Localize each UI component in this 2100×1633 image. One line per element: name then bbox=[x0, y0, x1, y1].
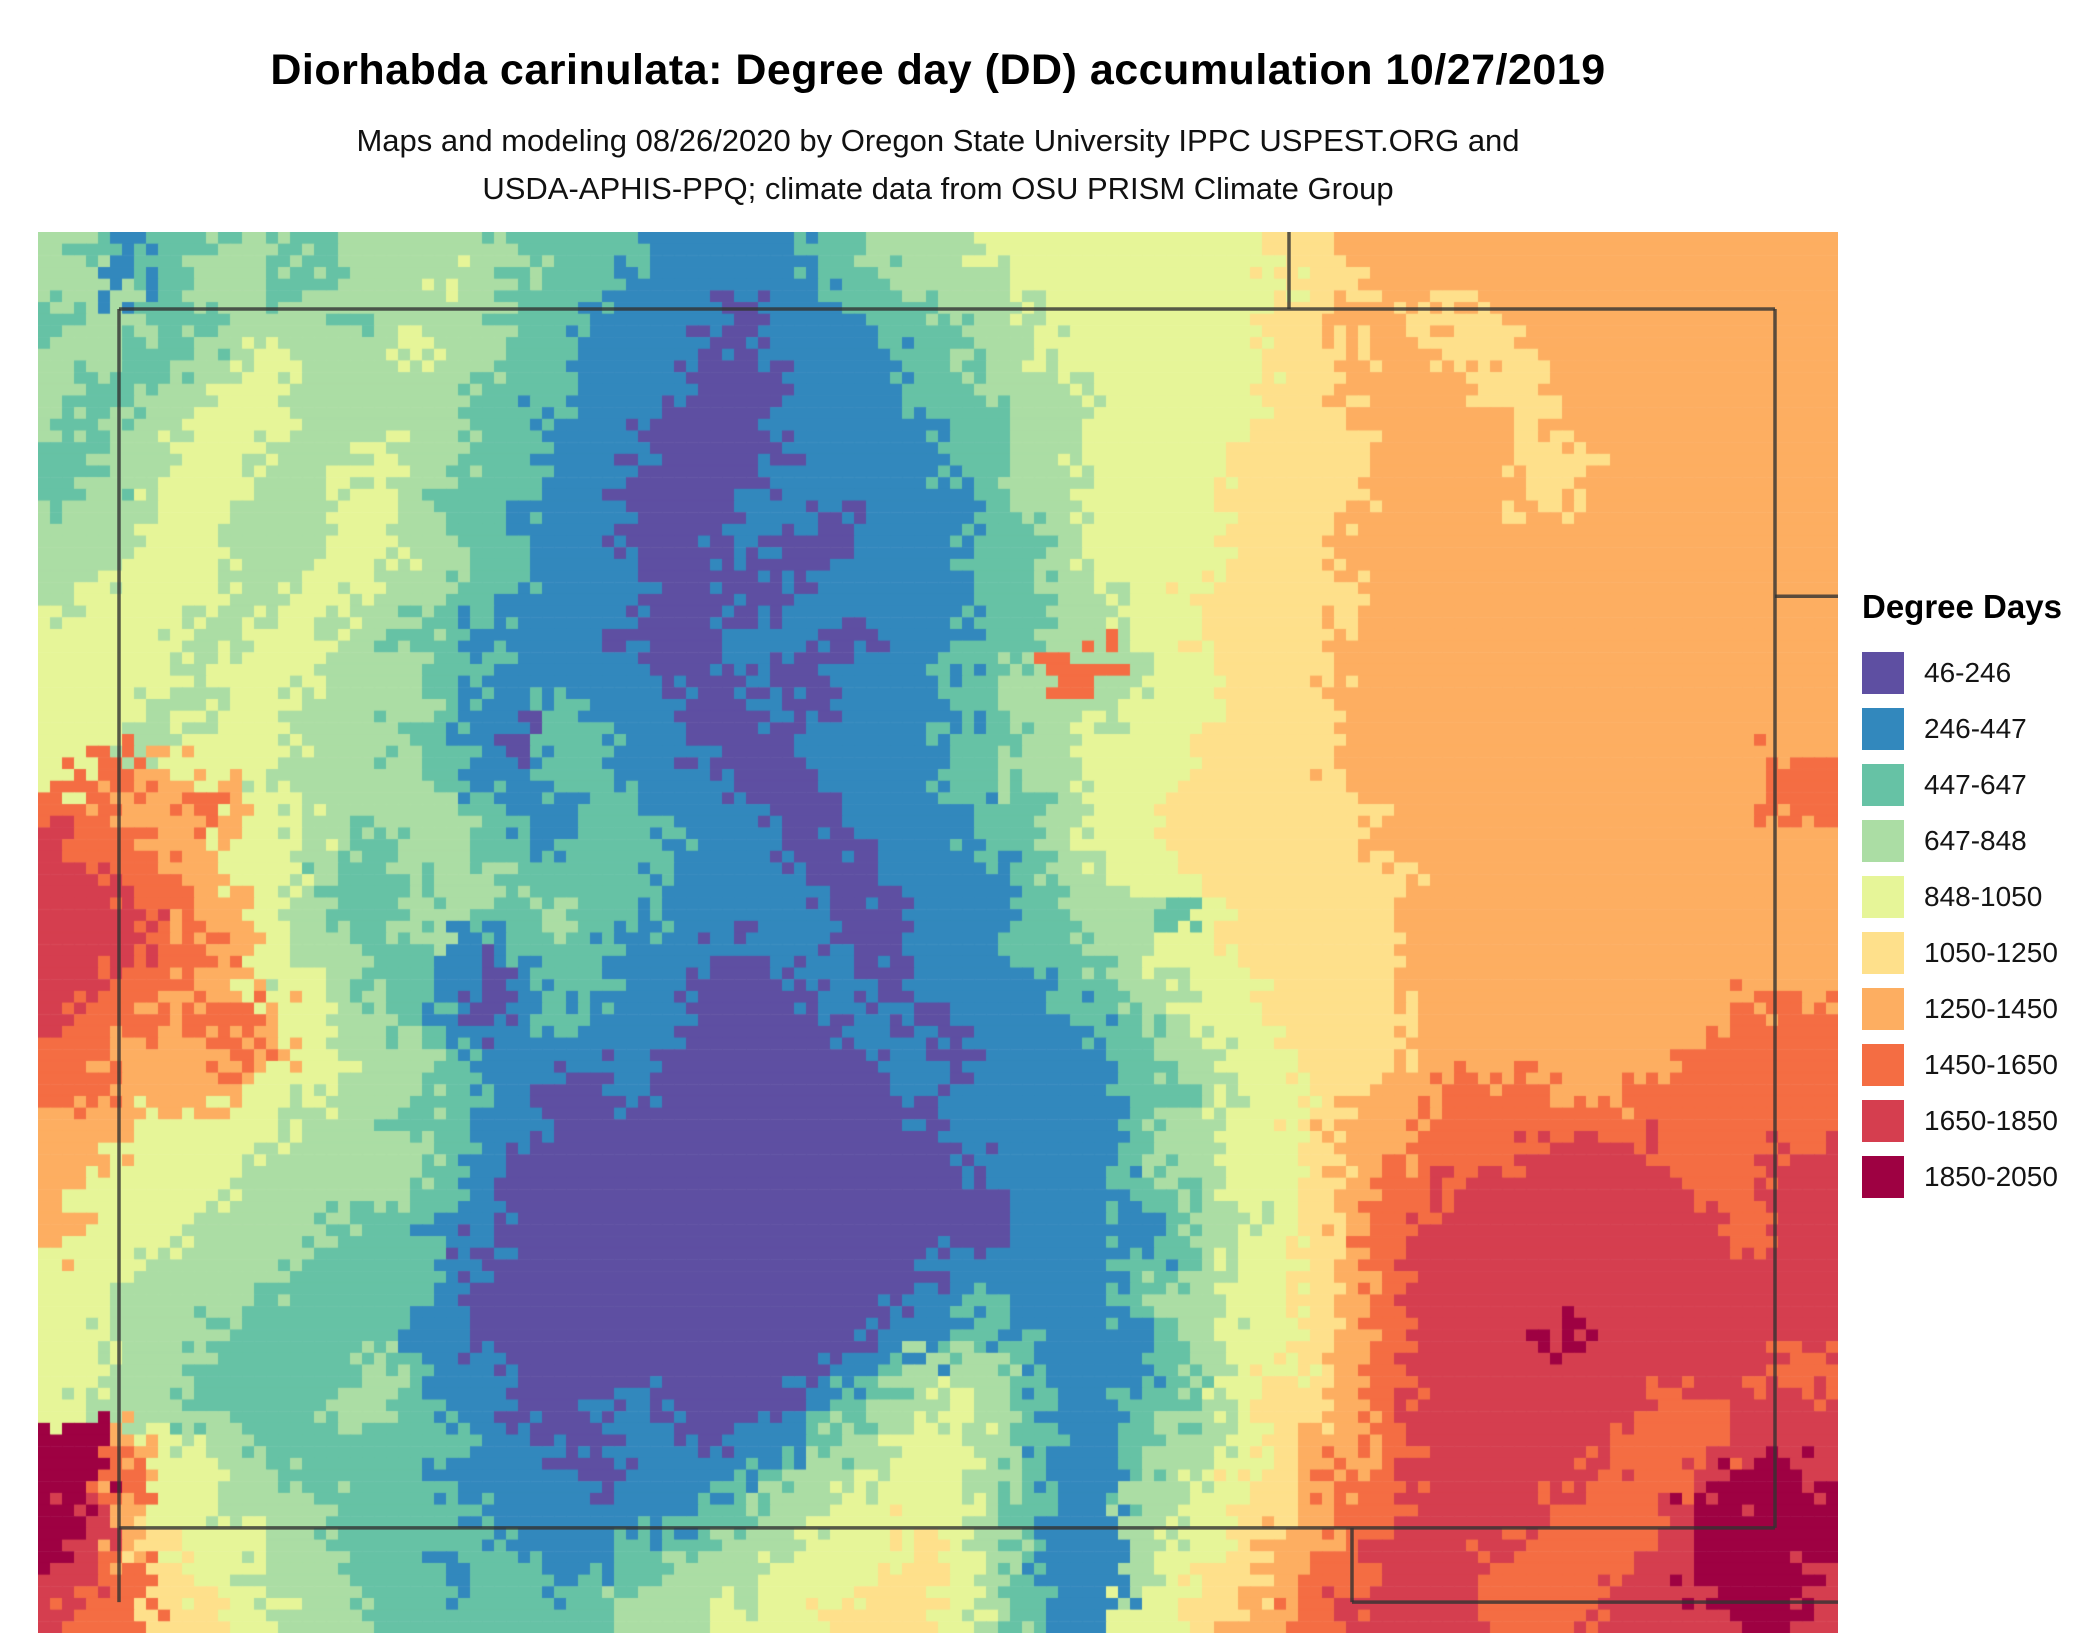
legend-swatch bbox=[1862, 1156, 1904, 1198]
legend-row: 848-1050 bbox=[1862, 876, 2098, 918]
legend-label: 447-647 bbox=[1924, 769, 2027, 800]
legend-label: 647-848 bbox=[1924, 825, 2027, 856]
legend-row: 447-647 bbox=[1862, 764, 2098, 806]
header: Diorhabda carinulata: Degree day (DD) ac… bbox=[0, 0, 1876, 213]
legend-swatch bbox=[1862, 764, 1904, 806]
legend-label: 848-1050 bbox=[1924, 881, 2043, 912]
page-subtitle: Maps and modeling 08/26/2020 by Oregon S… bbox=[0, 117, 1876, 213]
legend-row: 1250-1450 bbox=[1862, 988, 2098, 1030]
degree-day-map bbox=[38, 232, 1838, 1633]
legend-swatch bbox=[1862, 1100, 1904, 1142]
legend-swatch bbox=[1862, 932, 1904, 974]
legend-row: 1650-1850 bbox=[1862, 1100, 2098, 1142]
legend-label: 1050-1250 bbox=[1924, 937, 2058, 968]
legend-row: 1050-1250 bbox=[1862, 932, 2098, 974]
legend-title: Degree Days bbox=[1862, 588, 2062, 625]
legend-label: 46-246 bbox=[1924, 657, 2012, 688]
legend-label: 246-447 bbox=[1924, 713, 2027, 744]
legend-entries: 46-246 246-447 447-647 647-848 848-1050 1050-… bbox=[1862, 652, 2098, 1198]
legend-swatch bbox=[1862, 988, 1904, 1030]
legend-label: 1450-1650 bbox=[1924, 1049, 2058, 1080]
legend-swatch bbox=[1862, 820, 1904, 862]
map-raster-canvas bbox=[38, 232, 1838, 1633]
legend-row: 246-447 bbox=[1862, 708, 2098, 750]
legend-swatch bbox=[1862, 1044, 1904, 1086]
legend-row: 647-848 bbox=[1862, 820, 2098, 862]
legend: Degree Days 46-246 246-447 447-647 647-848 8… bbox=[1862, 588, 2098, 1212]
legend-label: 1650-1850 bbox=[1924, 1105, 2058, 1136]
state-borders bbox=[117, 232, 1838, 1604]
legend-swatch bbox=[1862, 708, 1904, 750]
legend-row: 46-246 bbox=[1862, 652, 2098, 694]
legend-row: 1850-2050 bbox=[1862, 1156, 2098, 1198]
legend-label: 1850-2050 bbox=[1924, 1161, 2058, 1192]
legend-swatch bbox=[1862, 876, 1904, 918]
subtitle-line-2: USDA-APHIS-PPQ; climate data from OSU PR… bbox=[482, 171, 1394, 206]
legend-swatch bbox=[1862, 652, 1904, 694]
page-title: Diorhabda carinulata: Degree day (DD) ac… bbox=[270, 46, 1606, 94]
legend-row: 1450-1650 bbox=[1862, 1044, 2098, 1086]
subtitle-line-1: Maps and modeling 08/26/2020 by Oregon S… bbox=[356, 123, 1520, 158]
legend-label: 1250-1450 bbox=[1924, 993, 2058, 1024]
